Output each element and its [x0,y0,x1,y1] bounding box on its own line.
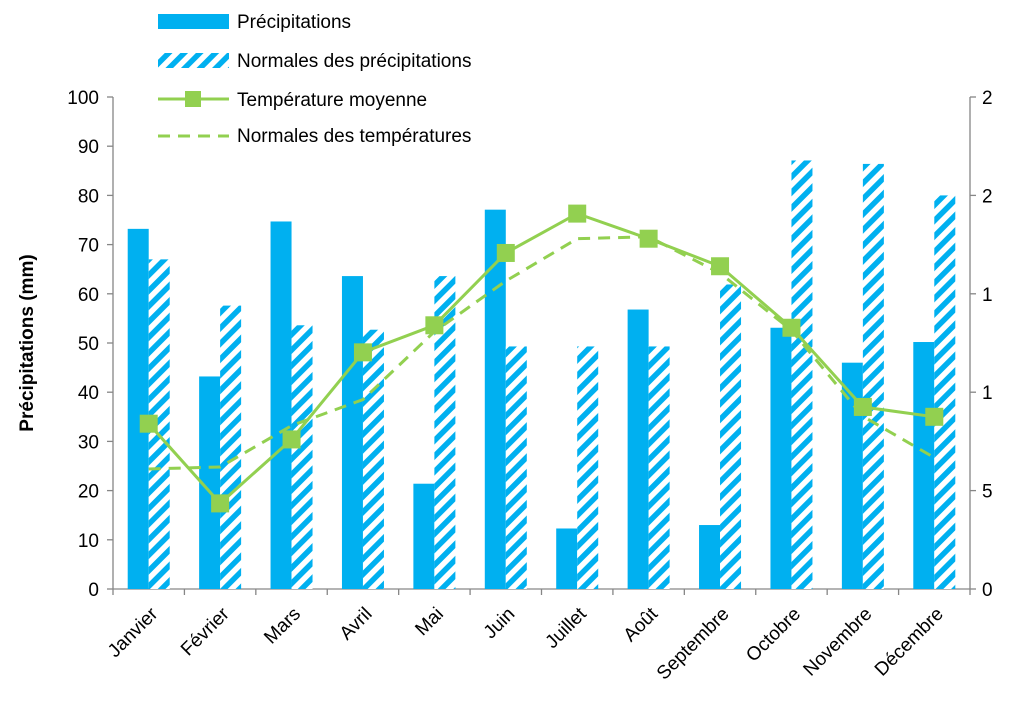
legend-swatch-solid-bar [158,14,229,29]
left-tick-label: 60 [78,285,99,306]
right-tick-label: 0 [982,580,993,601]
x-tick-label: Juin [480,604,519,643]
normal-precipitation-bar [720,284,742,589]
temperature-marker [282,430,301,449]
temperature-line [147,211,935,506]
temperature-marker [639,229,658,248]
legend-label: Précipitations [237,12,351,33]
left-tick-label: 100 [67,88,99,109]
line-series [139,204,944,513]
left-axis-ticks: 0 10 20 30 40 50 60 70 80 90 100 [67,88,113,601]
bar-series [127,160,956,590]
legend-swatch-square-marker [185,91,201,107]
x-tick-label: Juillet [542,603,592,653]
left-tick-label: 70 [78,236,99,257]
precipitation-bar [341,276,363,589]
precipitation-bar [770,327,792,589]
temperature-marker [782,318,801,337]
left-tick-label: 40 [78,383,99,404]
x-tick-label: Novembre [800,604,877,681]
x-tick-label: Février [177,603,234,660]
temperature-marker [353,343,372,362]
x-tick-label: Mai [411,604,448,641]
x-tick-label: Décembre [871,604,948,681]
left-tick-label: 20 [78,482,99,503]
temperature-marker [139,414,158,433]
x-tick-label: Janvier [104,603,163,662]
x-tick-label: Septembre [653,604,734,685]
legend-label: Normales des températures [237,126,471,147]
right-tick-label: 1 [982,285,993,306]
normal-precipitation-bar [148,259,170,589]
legend: Précipitations Normales des précipitatio… [158,12,471,147]
right-tick-label: 2 [982,186,993,207]
precipitation-bar [413,483,435,589]
x-tick-label: Mars [260,604,305,649]
legend-label: Normales des précipitations [237,51,471,72]
left-tick-label: 80 [78,186,99,207]
left-tick-label: 10 [78,531,99,552]
normal-precipitation-bar [862,163,884,590]
precipitation-bar [270,221,292,589]
precipitation-bar [627,309,649,589]
precipitation-bar [699,525,721,589]
left-tick-label: 30 [78,432,99,453]
x-axis-ticks: Janvier Février Mars Avril Mai Juin Juillet Aoû… [104,589,971,685]
precipitation-bar [484,209,506,589]
x-tick-label: Août [620,603,663,646]
normal-precipitation-bar [577,346,599,589]
temperature-marker [568,204,587,223]
legend-item-normales-precipitations: Normales des précipitations [158,51,471,72]
left-tick-label: 50 [78,334,99,355]
right-tick-label: 5 [982,482,993,503]
precipitation-bar [199,376,221,589]
temperature-marker [211,494,230,513]
legend-item-precipitations: Précipitations [158,12,351,33]
normal-precipitation-bar [291,325,313,589]
normal-precipitation-bar [434,276,456,589]
right-tick-label: 2 [982,88,993,109]
right-axis-ticks: 0 5 1 1 2 2 [970,88,993,601]
precipitation-bar [913,342,935,589]
normal-precipitation-bar [934,195,956,589]
normal-precipitation-bar [505,346,527,589]
legend-item-normales-temperatures: Normales des températures [158,126,471,147]
x-tick-label: Octobre [742,604,805,667]
normal-precipitation-bar [362,329,384,589]
precipitation-bar [841,362,863,589]
y-axis-title: Précipitations (mm) [17,254,38,431]
normal-temperature-line [148,235,936,471]
temperature-marker [925,407,944,426]
x-tick-label: Avril [336,604,377,645]
legend-item-temperature-moyenne: Température moyenne [158,90,427,111]
normal-precipitation-bar [648,346,670,589]
normal-precipitation-bar [791,160,813,589]
precipitation-bar [127,228,149,589]
temperature-marker [425,316,444,335]
precipitation-bar [556,528,578,589]
normal-precipitation-bar [220,305,242,589]
left-tick-label: 0 [88,580,99,601]
temperature-marker [711,257,730,276]
left-tick-label: 90 [78,137,99,158]
legend-swatch-hatched-bar [158,53,229,68]
legend-label: Température moyenne [237,90,427,111]
temperature-marker [496,243,515,262]
temperature-marker [853,397,872,416]
right-tick-label: 1 [982,383,993,404]
